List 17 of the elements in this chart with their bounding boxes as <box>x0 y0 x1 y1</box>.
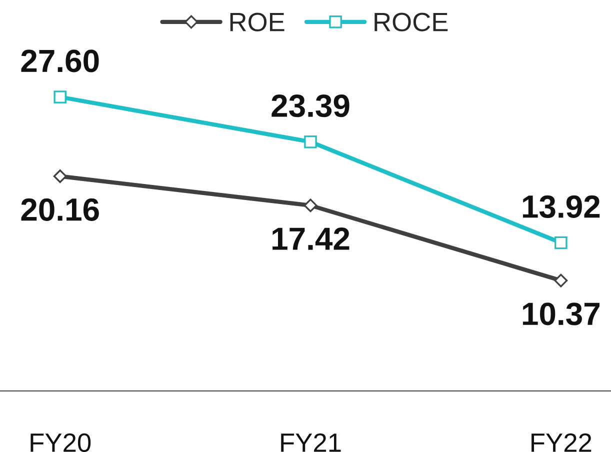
data-label: 17.42 <box>272 228 350 250</box>
data-label: 10.37 <box>522 302 600 326</box>
point <box>554 236 568 250</box>
point <box>554 274 568 288</box>
data-label: 27.60 <box>21 50 99 72</box>
x-tick-label: FY20 <box>30 433 91 452</box>
legend-label: ROE <box>230 12 284 32</box>
point <box>304 135 317 148</box>
data-label: 13.92 <box>522 195 600 218</box>
x-tick-label: FY22 <box>532 433 592 452</box>
legend-label: ROCE <box>374 12 448 32</box>
data-label: 20.16 <box>21 198 99 221</box>
point <box>54 90 66 104</box>
point <box>53 170 67 183</box>
x-tick-label: FY21 <box>281 433 341 452</box>
point <box>304 198 318 212</box>
data-label: 23.39 <box>272 94 350 118</box>
